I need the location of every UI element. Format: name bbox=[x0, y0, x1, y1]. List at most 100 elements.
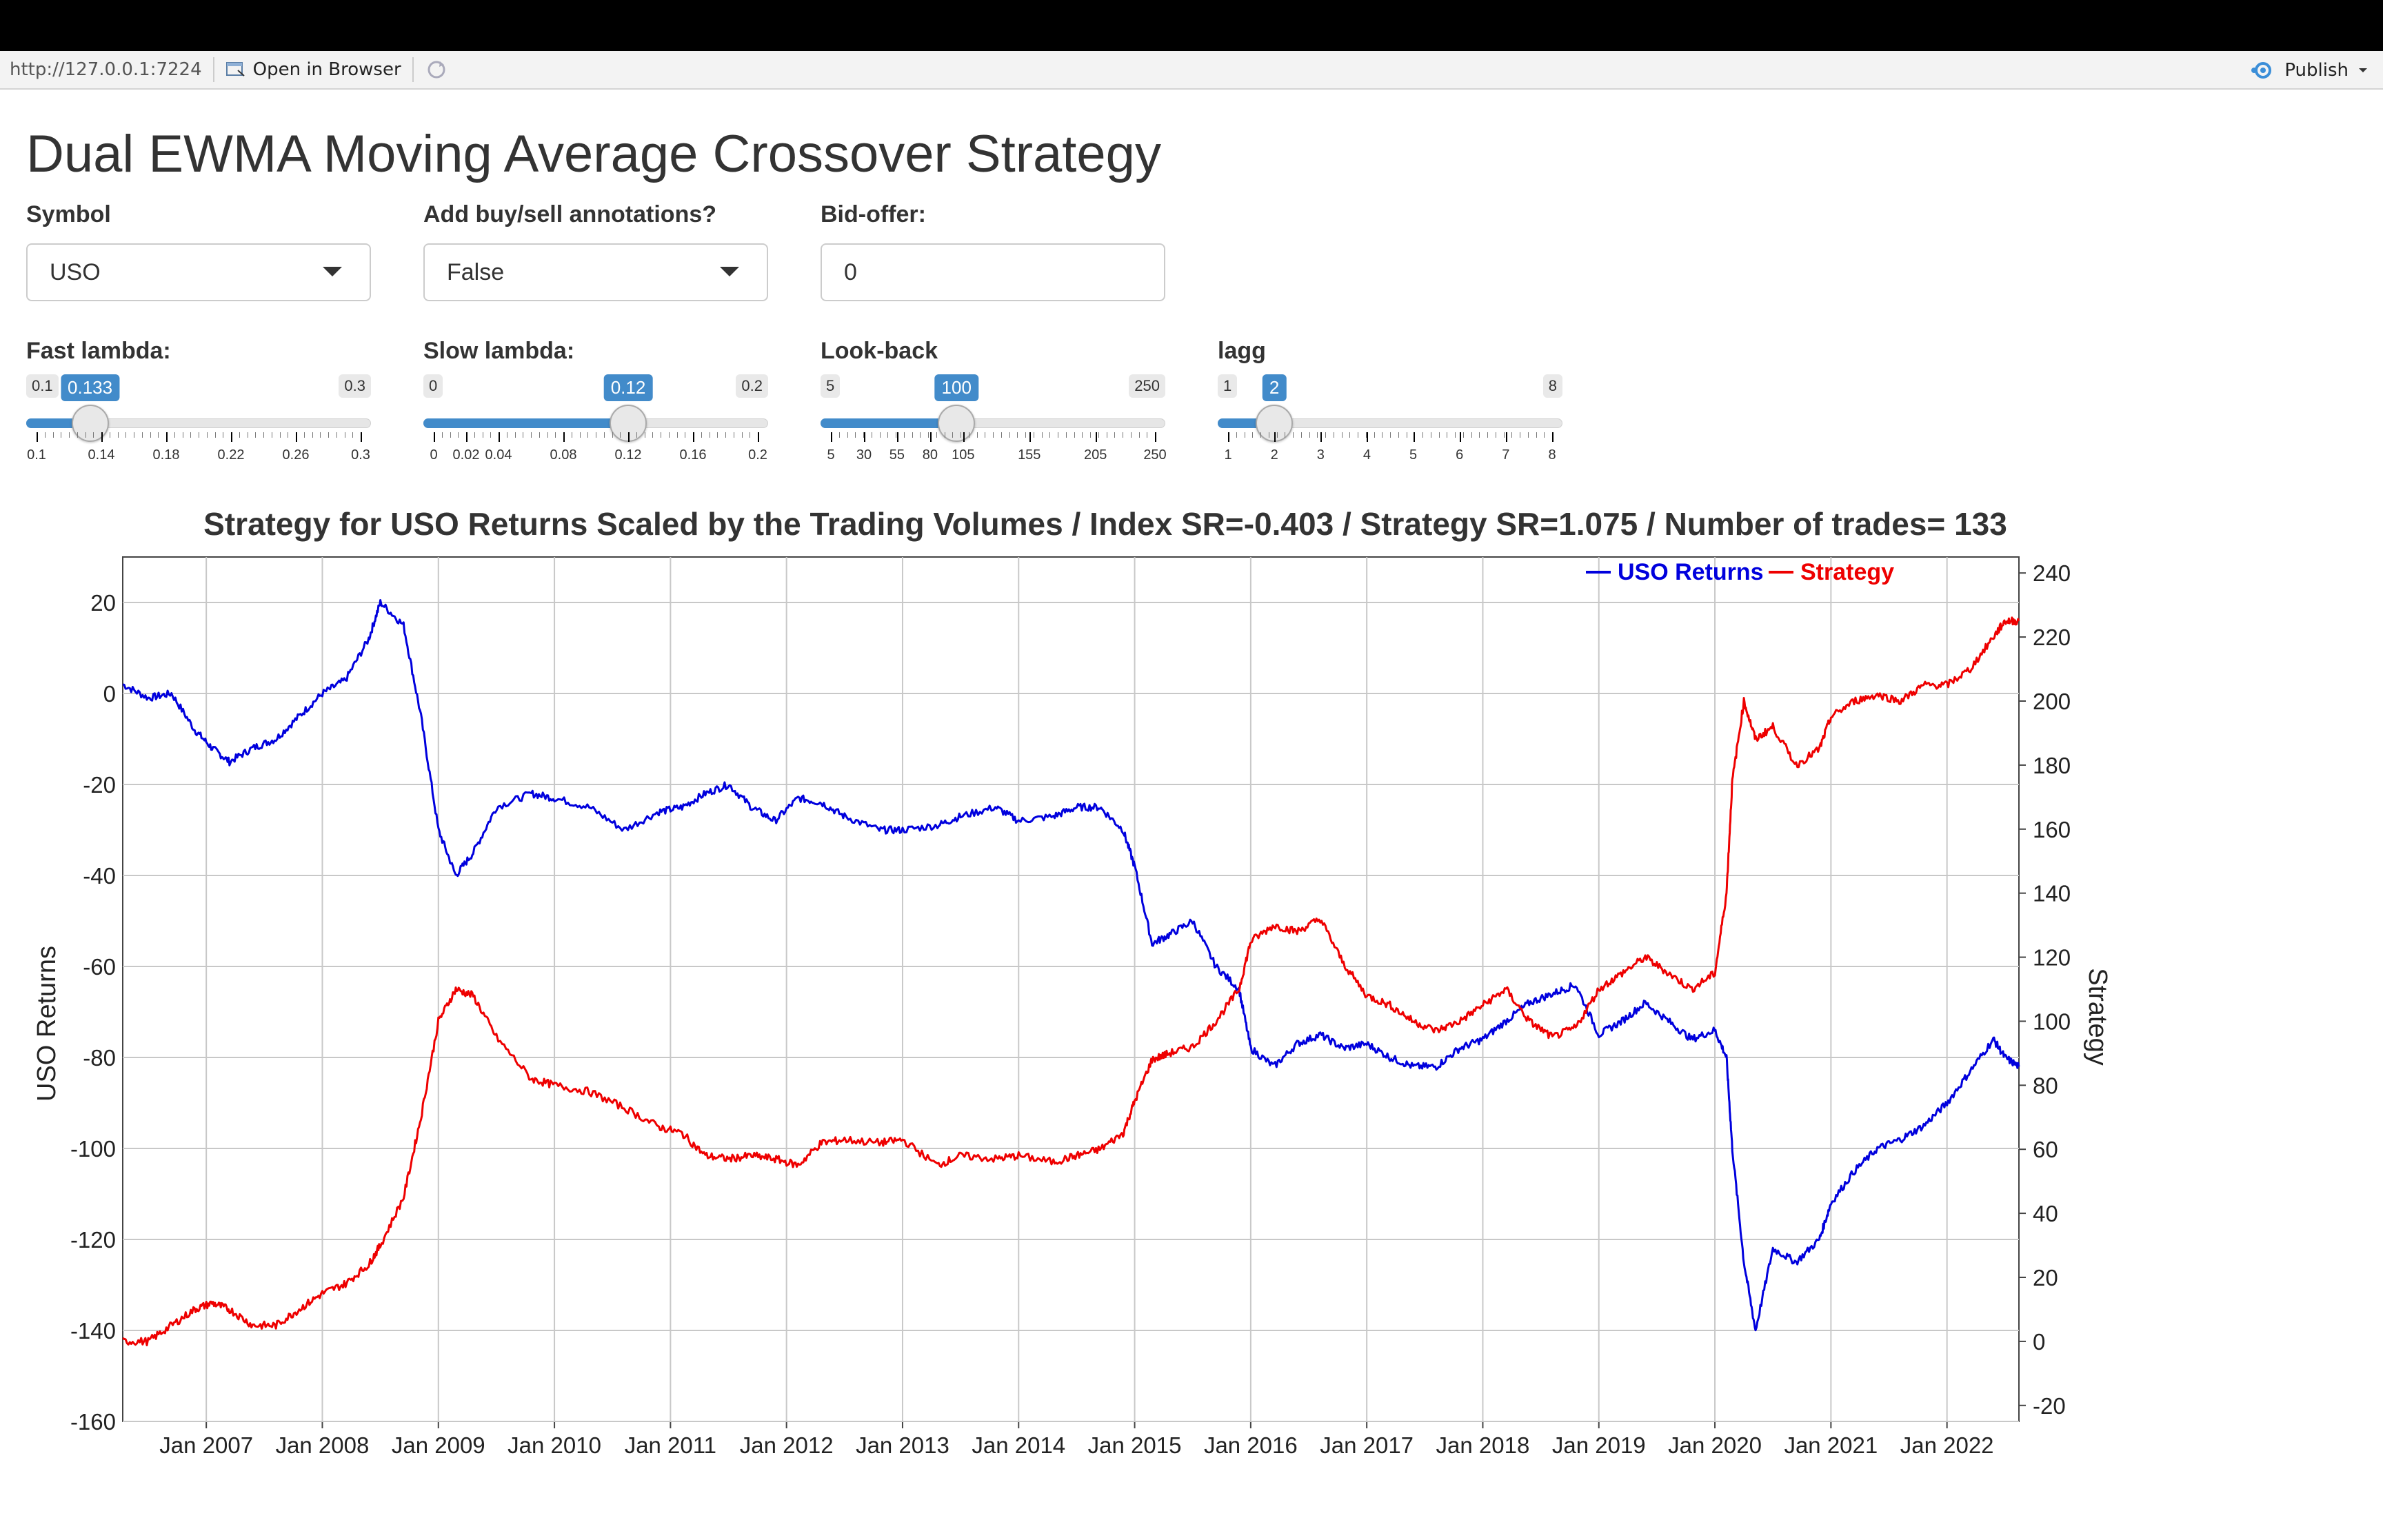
x-tick-label: Jan 2007 bbox=[159, 1432, 253, 1455]
slider-tick-label: 0.08 bbox=[550, 447, 577, 463]
slider-fill bbox=[423, 418, 628, 428]
slider-minor-tick bbox=[336, 432, 337, 438]
right-axis-title: Strategy bbox=[2083, 968, 2112, 1066]
slider-minor-tick bbox=[303, 432, 305, 438]
slider-tick-label: 0.02 bbox=[452, 447, 480, 463]
slider-minor-tick bbox=[879, 432, 881, 438]
publish-icon bbox=[2251, 62, 2272, 79]
slider-minor-tick bbox=[1276, 432, 1278, 438]
slider-minor-tick bbox=[1341, 432, 1343, 438]
slider-minor-tick bbox=[1462, 432, 1464, 438]
slider-value-label: 0.12 bbox=[603, 374, 653, 401]
x-tick-label: Jan 2009 bbox=[392, 1432, 485, 1455]
slider-minor-tick bbox=[1017, 432, 1018, 438]
slider-minor-tick bbox=[1536, 432, 1537, 438]
slider-major-tick bbox=[166, 432, 168, 442]
open-in-browser-button[interactable]: Open in Browser bbox=[225, 59, 401, 80]
slider-minor-tick bbox=[1374, 432, 1375, 438]
right-tick-label: 240 bbox=[2033, 560, 2071, 586]
slider-minor-tick bbox=[838, 432, 840, 438]
slider-major-tick bbox=[896, 432, 898, 442]
left-tick-label: -20 bbox=[83, 772, 116, 798]
left-tick-label: -60 bbox=[83, 954, 116, 980]
slider-minor-tick bbox=[1065, 432, 1067, 438]
right-tick-label: 180 bbox=[2033, 753, 2071, 778]
slider-minor-tick bbox=[1260, 432, 1261, 438]
symbol-select[interactable]: USO bbox=[26, 243, 371, 301]
symbol-control: Symbol USO bbox=[26, 201, 371, 301]
slider-minor-tick bbox=[1049, 432, 1051, 438]
slider-minor-tick bbox=[612, 432, 613, 438]
x-tick-label: Jan 2014 bbox=[972, 1432, 1065, 1455]
slider-minor-tick bbox=[239, 432, 240, 438]
dropdown-caret-icon bbox=[323, 267, 342, 276]
slider-minor-tick bbox=[936, 432, 937, 438]
slider-tick-label: 0.3 bbox=[351, 447, 370, 463]
x-tick-label: Jan 2015 bbox=[1088, 1432, 1182, 1455]
slider-tick-label: 1 bbox=[1224, 447, 1232, 463]
slider-minor-tick bbox=[652, 432, 654, 438]
slider-tick-label: 8 bbox=[1548, 447, 1556, 463]
slider-minor-tick bbox=[490, 432, 492, 438]
fast-slider-track-area[interactable]: 0.1 0.3 0.133 0.1 0.14 0.18 0.22 0.26 0.3 bbox=[26, 374, 371, 463]
slider-tick-label: 250 bbox=[1143, 447, 1167, 463]
slider-minor-tick bbox=[725, 432, 726, 438]
slider-minor-tick bbox=[668, 432, 670, 438]
left-tick-label: -100 bbox=[70, 1136, 116, 1162]
right-tick-label: 120 bbox=[2033, 945, 2071, 971]
symbol-value: USO bbox=[50, 259, 101, 285]
slider-tick-label: 105 bbox=[952, 447, 975, 463]
slider-minor-tick bbox=[514, 432, 516, 438]
slider-max-label: 0.2 bbox=[736, 374, 768, 398]
slider-major-tick bbox=[434, 432, 435, 442]
slider-minor-tick bbox=[214, 432, 216, 438]
slider-max-label: 0.3 bbox=[339, 374, 371, 398]
slider-minor-tick bbox=[1236, 432, 1237, 438]
slider-min-label: 1 bbox=[1218, 374, 1238, 398]
slider-minor-tick bbox=[701, 432, 702, 438]
slider-minor-tick bbox=[1074, 432, 1075, 438]
slider-minor-tick bbox=[1114, 432, 1116, 438]
slider-minor-tick bbox=[141, 432, 143, 438]
slider-minor-tick bbox=[1471, 432, 1472, 438]
slider-tick-label: 4 bbox=[1363, 447, 1371, 463]
x-tick-label: Jan 2008 bbox=[276, 1432, 370, 1455]
slider-value-label: 0.133 bbox=[61, 374, 120, 401]
slider-major-tick bbox=[466, 432, 467, 442]
slider-minor-tick bbox=[44, 432, 46, 438]
lookback-slider-track-area[interactable]: 5 250 100 5 30 55 80 105 155 205 250 bbox=[821, 374, 1167, 463]
slider-minor-tick bbox=[1455, 432, 1456, 438]
slider-minor-tick bbox=[952, 432, 954, 438]
slider-minor-tick bbox=[69, 432, 70, 438]
lagg-slider-label: lagg bbox=[1218, 338, 1266, 364]
slider-major-tick bbox=[628, 432, 630, 442]
legend-label: USO Returns bbox=[1618, 559, 1764, 585]
slider-tick-label: 0 bbox=[430, 447, 438, 463]
slow-slider-track-area[interactable]: 0 0.2 0.12 0 0.02 0.04 0.08 0.12 0.16 0.2 bbox=[423, 374, 768, 463]
x-tick-label: Jan 2016 bbox=[1204, 1432, 1298, 1455]
publish-button[interactable]: Publish bbox=[2250, 51, 2369, 90]
slider-value-label: 100 bbox=[934, 374, 978, 401]
slider-minor-tick bbox=[320, 432, 321, 438]
slider-minor-tick bbox=[993, 432, 994, 438]
window-titlebar bbox=[0, 0, 2383, 51]
slider-minor-tick bbox=[1082, 432, 1083, 438]
slider-minor-tick bbox=[458, 432, 459, 438]
slow-slider-label: Slow lambda: bbox=[423, 338, 575, 364]
slider-minor-tick bbox=[52, 432, 54, 438]
slider-tick-label: 0.16 bbox=[679, 447, 707, 463]
slider-minor-tick bbox=[620, 432, 621, 438]
slider-major-tick bbox=[1095, 432, 1097, 442]
slider-major-tick bbox=[1274, 432, 1276, 442]
bid-offer-value: 0 bbox=[844, 259, 857, 285]
annotations-value: False bbox=[447, 259, 505, 285]
refresh-icon[interactable] bbox=[425, 58, 448, 81]
slider-tick-label: 0.22 bbox=[217, 447, 245, 463]
annotations-select[interactable]: False bbox=[423, 243, 768, 301]
chevron-down-icon[interactable] bbox=[2357, 65, 2369, 75]
right-tick-label: 140 bbox=[2033, 881, 2071, 906]
right-tick-label: 20 bbox=[2033, 1265, 2058, 1290]
bid-offer-input[interactable]: 0 bbox=[821, 243, 1165, 301]
left-tick-label: 0 bbox=[103, 681, 116, 707]
